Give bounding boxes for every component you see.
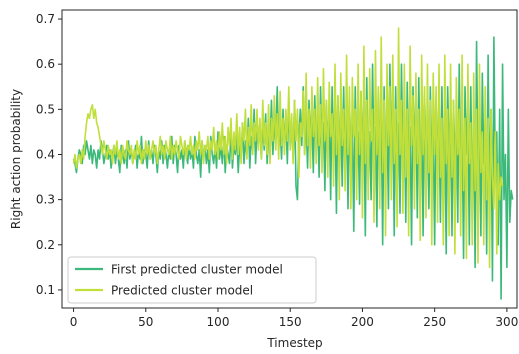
x-tick-label: 150	[279, 315, 302, 329]
y-tick-label: 0.6	[36, 57, 55, 71]
legend-label-predicted: Predicted cluster model	[111, 284, 253, 298]
x-tick-label: 50	[138, 315, 153, 329]
series-line-predicted-cluster-model	[72, 27, 504, 269]
y-axis-ticks: 0.1 0.2 0.3 0.4 0.5 0.6 0.7	[36, 12, 62, 297]
x-tick-label: 300	[495, 315, 518, 329]
x-axis-label: Timestep	[266, 336, 322, 350]
y-tick-label: 0.1	[36, 283, 55, 297]
y-tick-label: 0.3	[36, 193, 55, 207]
y-axis-label: Right action probability	[9, 89, 23, 229]
y-tick-label: 0.7	[36, 12, 55, 26]
legend-label-first-predicted: First predicted cluster model	[111, 263, 283, 277]
x-tick-label: 200	[351, 315, 374, 329]
legend: First predicted cluster model Predicted …	[67, 256, 317, 304]
x-tick-label: 0	[70, 315, 78, 329]
plot-frame	[61, 9, 518, 309]
plot-lines	[72, 27, 514, 300]
y-tick-label: 0.4	[36, 147, 55, 161]
y-tick-label: 0.2	[36, 238, 55, 252]
x-axis-ticks: 0 50 100 150 200 250 300	[70, 308, 518, 329]
x-tick-label: 250	[423, 315, 446, 329]
legend-box	[67, 256, 317, 304]
x-tick-label: 100	[207, 315, 230, 329]
y-tick-label: 0.5	[36, 102, 55, 116]
